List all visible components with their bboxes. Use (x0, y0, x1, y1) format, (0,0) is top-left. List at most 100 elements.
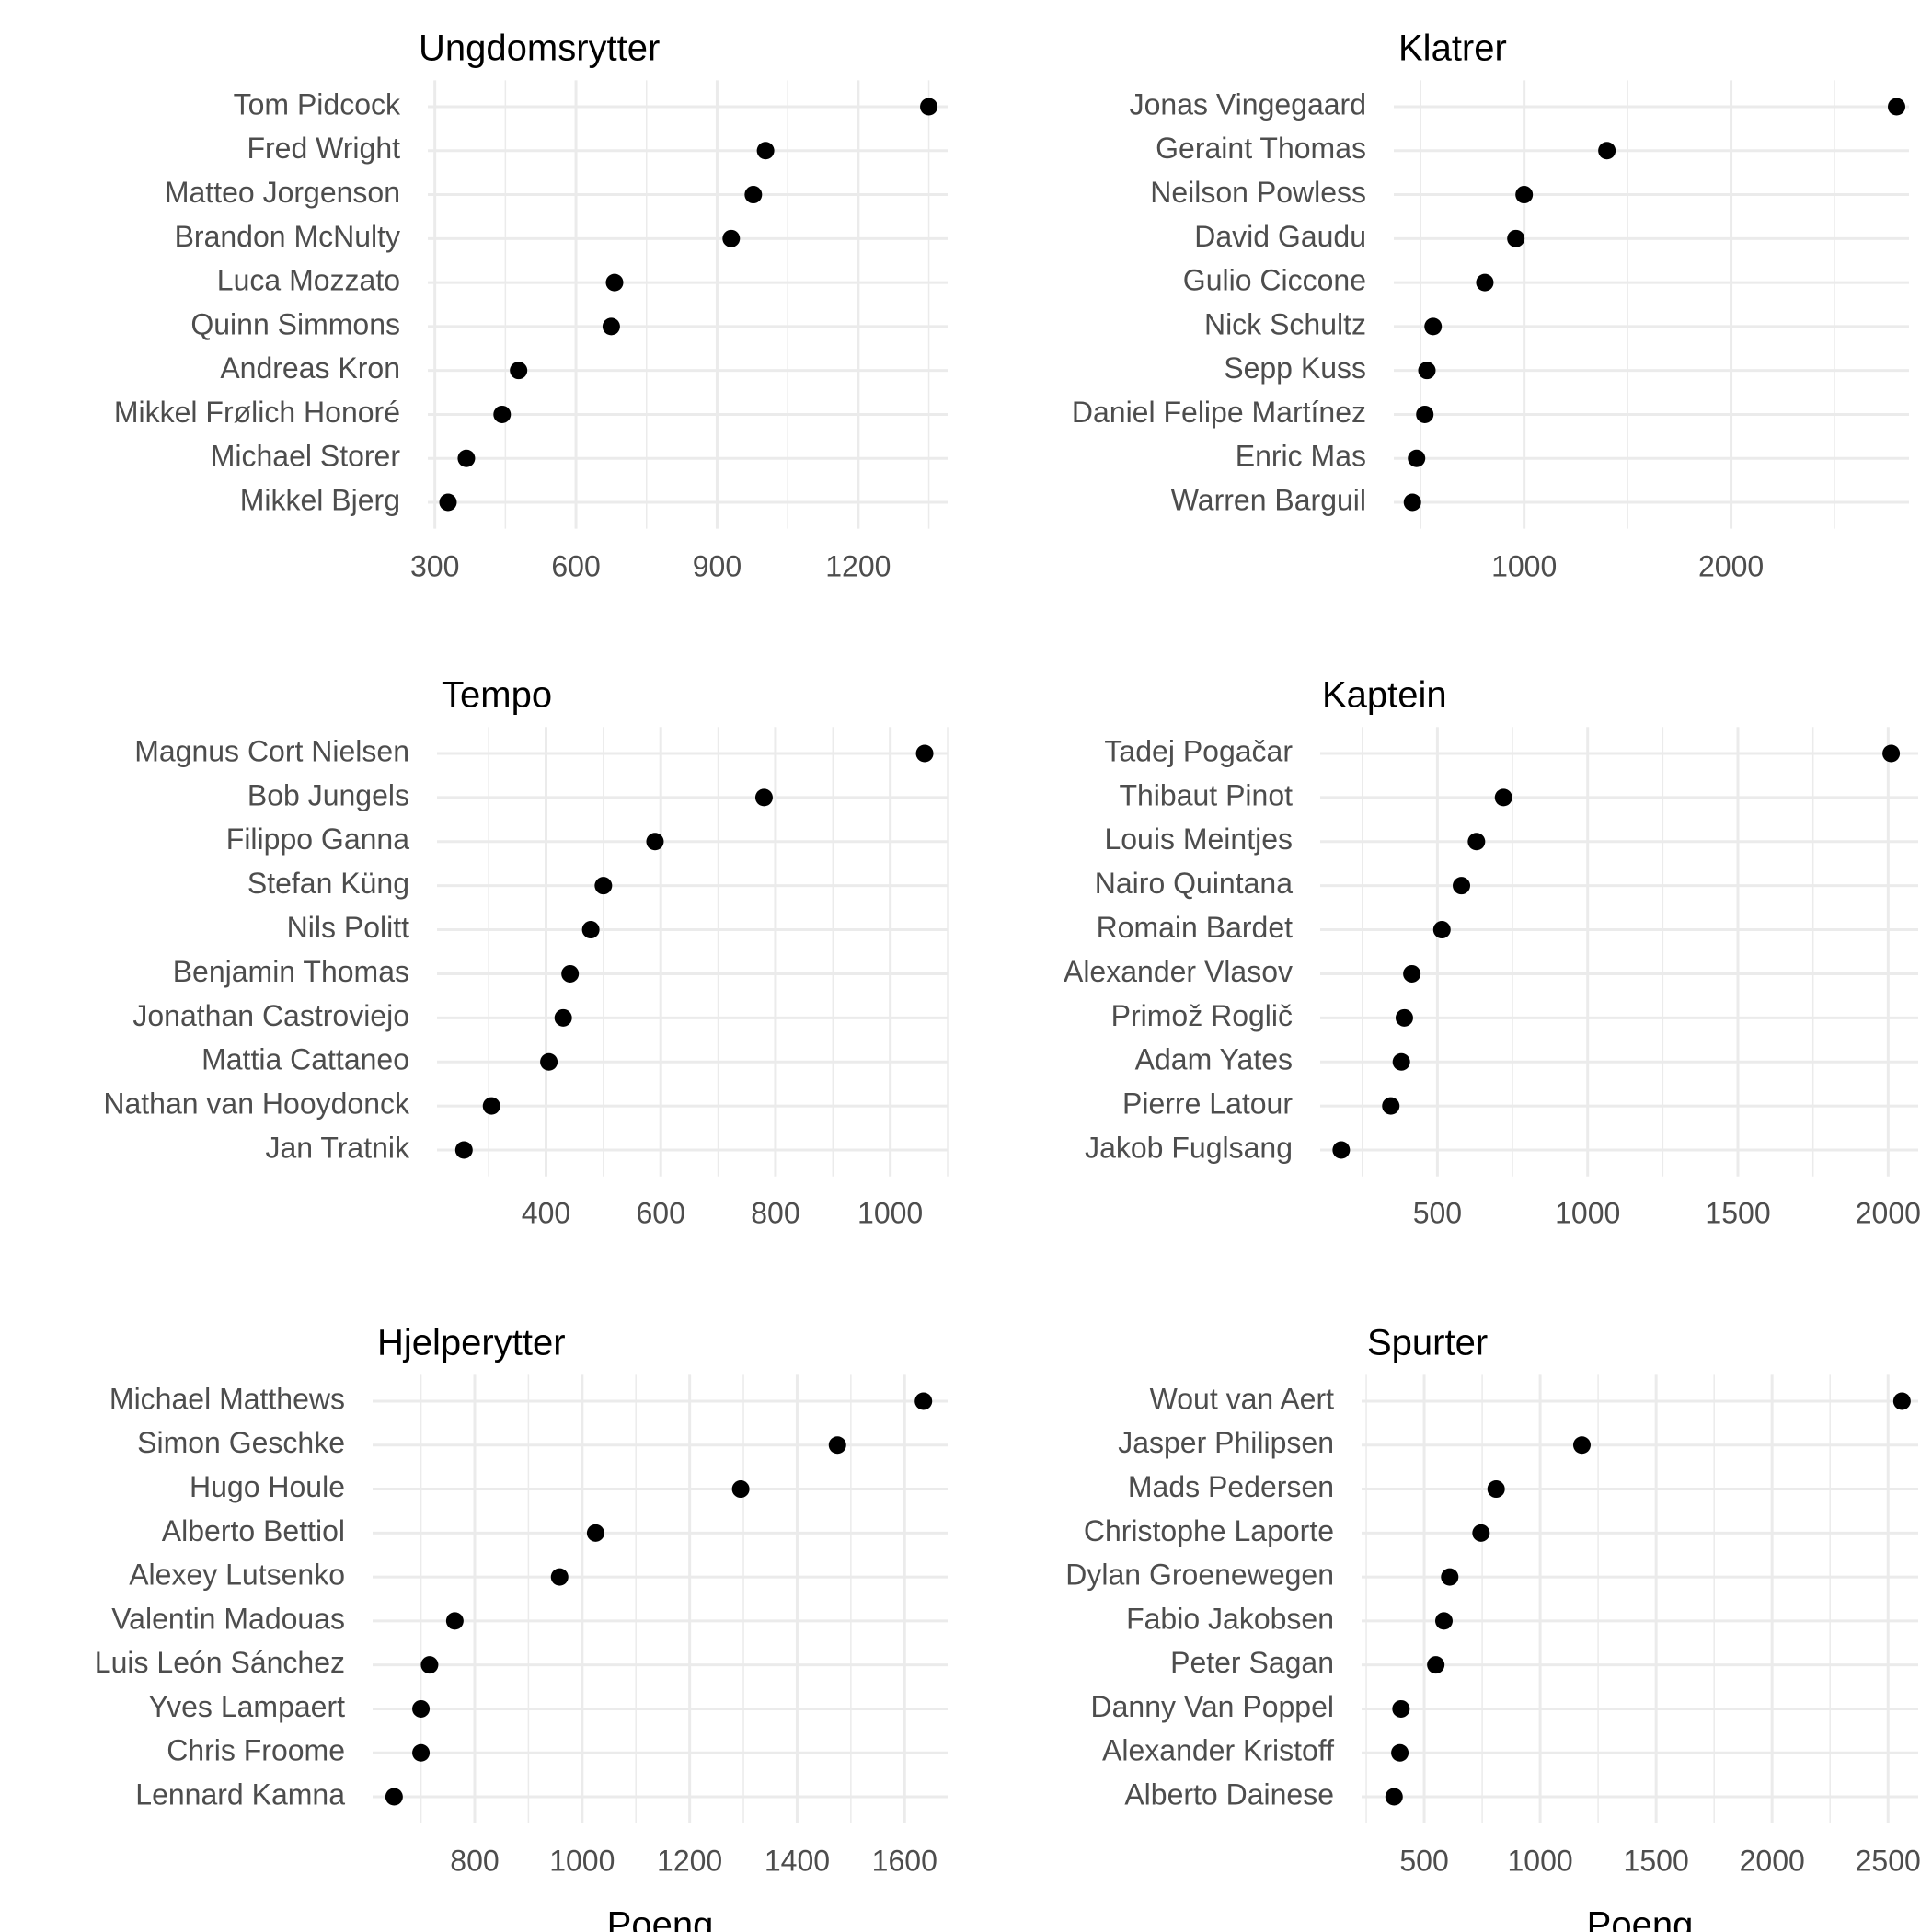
y-tick-label: David Gaudu (1194, 220, 1366, 253)
x-tick-label: 2000 (1698, 549, 1764, 582)
x-tick-label: 900 (693, 549, 742, 582)
data-point-alexander-vlasov (1403, 964, 1421, 983)
data-point-benjamin-thomas (561, 964, 580, 983)
y-tick-label: Nick Schultz (1204, 307, 1366, 340)
x-axis-title: Poeng (607, 1905, 714, 1932)
panel-title: Ungdomsrytter (419, 29, 660, 69)
data-point-neilson-powless (1515, 186, 1534, 204)
data-point-alberto-dainese (1385, 1788, 1403, 1806)
x-tick-label: 500 (1399, 1844, 1448, 1877)
data-point-thibaut-pinot (1494, 788, 1512, 807)
x-tick-label: 600 (551, 549, 600, 582)
x-tick-label: 400 (522, 1196, 570, 1229)
y-tick-label: Andreas Kron (220, 351, 400, 385)
data-point-luis-leon-sanchez (420, 1656, 439, 1674)
x-tick-label: 1200 (825, 549, 891, 582)
data-point-quinn-simmons (602, 317, 620, 336)
data-point-luca-mozzato (605, 273, 624, 292)
x-tick-label: 1000 (549, 1844, 615, 1877)
panel-title: Tempo (442, 675, 552, 716)
y-tick-label: Christophe Laporte (1084, 1514, 1334, 1547)
y-tick-label: Enric Mas (1236, 440, 1366, 473)
y-tick-label: Alberto Bettiol (162, 1514, 345, 1547)
y-tick-label: Simon Geschke (137, 1426, 345, 1459)
data-point-wout-van-aert (1892, 1392, 1911, 1410)
y-tick-label: Alexander Kristoff (1102, 1734, 1334, 1767)
y-tick-label: Peter Sagan (1170, 1646, 1334, 1679)
x-tick-label: 1000 (1491, 549, 1557, 582)
y-tick-label: Filippo Ganna (226, 822, 409, 856)
y-tick-label: Jonathan Castroviejo (132, 999, 409, 1032)
data-point-alberto-bettiol (586, 1524, 604, 1542)
data-point-mikkel-bjerg (439, 493, 457, 512)
data-point-hugo-houle (731, 1480, 750, 1499)
data-point-enric-mas (1408, 449, 1426, 467)
y-tick-label: Mikkel Bjerg (240, 483, 400, 516)
data-point-adam-yates (1392, 1052, 1410, 1071)
data-point-yves-lampaert (412, 1699, 431, 1718)
x-tick-label: 2000 (1740, 1844, 1805, 1877)
y-tick-label: Nils Politt (287, 911, 409, 944)
x-tick-label: 1400 (765, 1844, 830, 1877)
x-tick-label: 1500 (1705, 1196, 1770, 1229)
x-tick-label: 1600 (872, 1844, 937, 1877)
y-tick-label: Sepp Kuss (1224, 351, 1366, 385)
y-tick-label: Neilson Powless (1150, 176, 1366, 209)
y-tick-label: Quinn Simmons (190, 307, 400, 340)
data-point-daniel-felipe-martinez (1416, 405, 1434, 423)
y-tick-label: Pierre Latour (1122, 1087, 1293, 1121)
y-tick-label: Jasper Philipsen (1118, 1426, 1334, 1459)
data-point-nils-politt (581, 921, 600, 939)
y-tick-label: Wout van Aert (1150, 1382, 1335, 1415)
data-point-matteo-jorgenson (744, 186, 763, 204)
x-tick-label: 1000 (1555, 1196, 1620, 1229)
panel-title: Klatrer (1398, 29, 1507, 69)
x-tick-label: 1200 (657, 1844, 722, 1877)
data-point-alexander-kristoff (1391, 1743, 1409, 1762)
data-point-sepp-kuss (1418, 362, 1436, 380)
y-tick-label: Michael Matthews (109, 1382, 345, 1415)
y-tick-label: Tadej Pogačar (1104, 734, 1293, 767)
data-point-andreas-kron (510, 362, 528, 380)
y-tick-label: Danny Van Poppel (1091, 1690, 1334, 1723)
x-tick-label: 1000 (1508, 1844, 1573, 1877)
y-tick-label: Adam Yates (1135, 1043, 1293, 1076)
x-tick-label: 800 (450, 1844, 499, 1877)
y-tick-label: Dylan Groenewegen (1065, 1558, 1334, 1592)
y-tick-label: Nairo Quintana (1095, 867, 1293, 900)
data-point-alexey-lutsenko (550, 1568, 569, 1586)
data-point-filippo-ganna (646, 833, 664, 851)
panel-title: Hjelperytter (377, 1323, 566, 1363)
data-point-magnus-cort-nielsen (915, 744, 934, 763)
y-tick-label: Geraint Thomas (1156, 132, 1366, 165)
x-axis-title: Poeng (1587, 1905, 1694, 1932)
y-tick-label: Luca Mozzato (217, 264, 400, 297)
y-tick-label: Mads Pedersen (1128, 1470, 1334, 1503)
y-tick-label: Alexander Vlasov (1064, 955, 1293, 988)
data-point-christophe-laporte (1472, 1524, 1490, 1542)
panel-kaptein: Kaptein Tadej Pogačar Thibaut Pinot Louis M… (1064, 675, 1921, 1230)
data-point-jonas-vingegaard (1888, 98, 1906, 116)
data-point-david-gaudu (1507, 229, 1525, 247)
panel-tempo: Tempo Magnus Cort Nielsen Bob Jungels Filip… (103, 675, 949, 1229)
y-tick-label: Lennard Kamna (135, 1777, 345, 1811)
x-tick-label: 300 (410, 549, 459, 582)
x-tick-label: 1000 (857, 1196, 923, 1229)
y-tick-label: Alberto Dainese (1124, 1777, 1334, 1811)
data-point-primoz-roglic (1395, 1008, 1413, 1027)
x-tick-label: 2000 (1856, 1196, 1921, 1229)
y-tick-label: Mattia Cattaneo (201, 1043, 409, 1076)
y-tick-label: Magnus Cort Nielsen (134, 734, 409, 767)
y-tick-label: Fred Wright (247, 132, 400, 165)
y-tick-label: Daniel Felipe Martínez (1072, 396, 1366, 429)
data-point-nairo-quintana (1453, 877, 1471, 895)
panel-title: Kaptein (1322, 675, 1447, 716)
data-point-dylan-groenewegen (1441, 1568, 1459, 1586)
data-point-peter-sagan (1427, 1656, 1445, 1674)
panel-title: Spurter (1367, 1323, 1488, 1363)
y-tick-label: Matteo Jorgenson (165, 176, 400, 209)
data-point-mattia-cattaneo (540, 1052, 558, 1071)
panel-ungdomsrytter: Ungdomsrytter Tom Pidcock Fred Wright Matte… (114, 29, 948, 582)
y-tick-label: Romain Bardet (1097, 911, 1294, 944)
